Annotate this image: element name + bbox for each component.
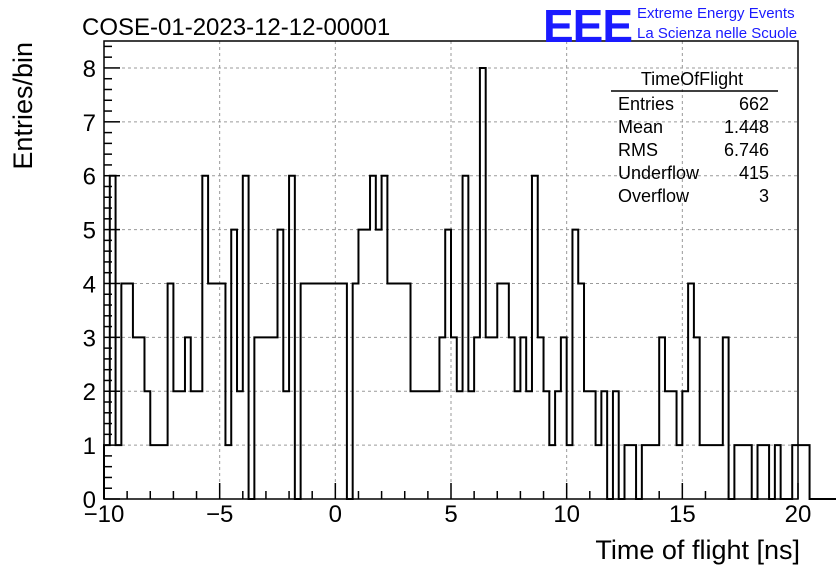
stats-label: Mean	[618, 117, 663, 137]
y-tick-label: 7	[83, 110, 96, 137]
axis-ticks	[103, 45, 799, 500]
y-tick-labels: 0 1 2 3 4 5 6 7 8	[83, 56, 96, 514]
y-tick-label: 6	[83, 164, 96, 191]
stats-value: 662	[739, 94, 769, 114]
y-tick-label: 2	[83, 379, 96, 406]
stats-label: Overflow	[618, 186, 690, 206]
x-tick-label: 20	[785, 501, 812, 528]
stats-value: 3	[759, 186, 769, 206]
stats-value: 415	[739, 163, 769, 183]
stats-value: 6.746	[724, 140, 769, 160]
x-tick-label: −5	[206, 501, 233, 528]
y-tick-label: 1	[83, 433, 96, 460]
stats-box: TimeOfFlight Entries 662 Mean 1.448 RMS 6.746…	[611, 69, 778, 206]
x-tick-labels: −10 −5 0 5 10 15 20	[84, 501, 812, 528]
x-tick-label: −10	[84, 501, 125, 528]
eee-logo-line1: Extreme Energy Events	[637, 5, 795, 22]
y-tick-label: 4	[83, 271, 96, 298]
y-tick-label: 3	[83, 325, 96, 352]
stats-label: Underflow	[618, 163, 700, 183]
y-axis-title: Entries/bin	[8, 42, 38, 170]
x-axis-title: Time of flight [ns]	[595, 535, 800, 565]
stats-label: Entries	[618, 94, 674, 114]
eee-logo-line2: La Scienza nelle Scuole	[637, 25, 797, 42]
chart-title: COSE-01-2023-12-12-00001	[82, 14, 390, 41]
y-tick-label: 5	[83, 218, 96, 245]
stats-name: TimeOfFlight	[641, 69, 743, 89]
x-tick-label: 15	[669, 501, 696, 528]
x-tick-label: 10	[553, 501, 580, 528]
x-tick-label: 0	[329, 501, 342, 528]
stats-value: 1.448	[724, 117, 769, 137]
eee-logo-mark: EEE	[543, 0, 632, 52]
y-tick-label: 8	[83, 56, 96, 83]
stats-rows: Entries 662 Mean 1.448 RMS 6.746 Underflow 415 O…	[618, 94, 769, 206]
x-tick-label: 5	[444, 501, 457, 528]
y-tick-label: 0	[83, 487, 96, 514]
stats-label: RMS	[618, 140, 658, 160]
